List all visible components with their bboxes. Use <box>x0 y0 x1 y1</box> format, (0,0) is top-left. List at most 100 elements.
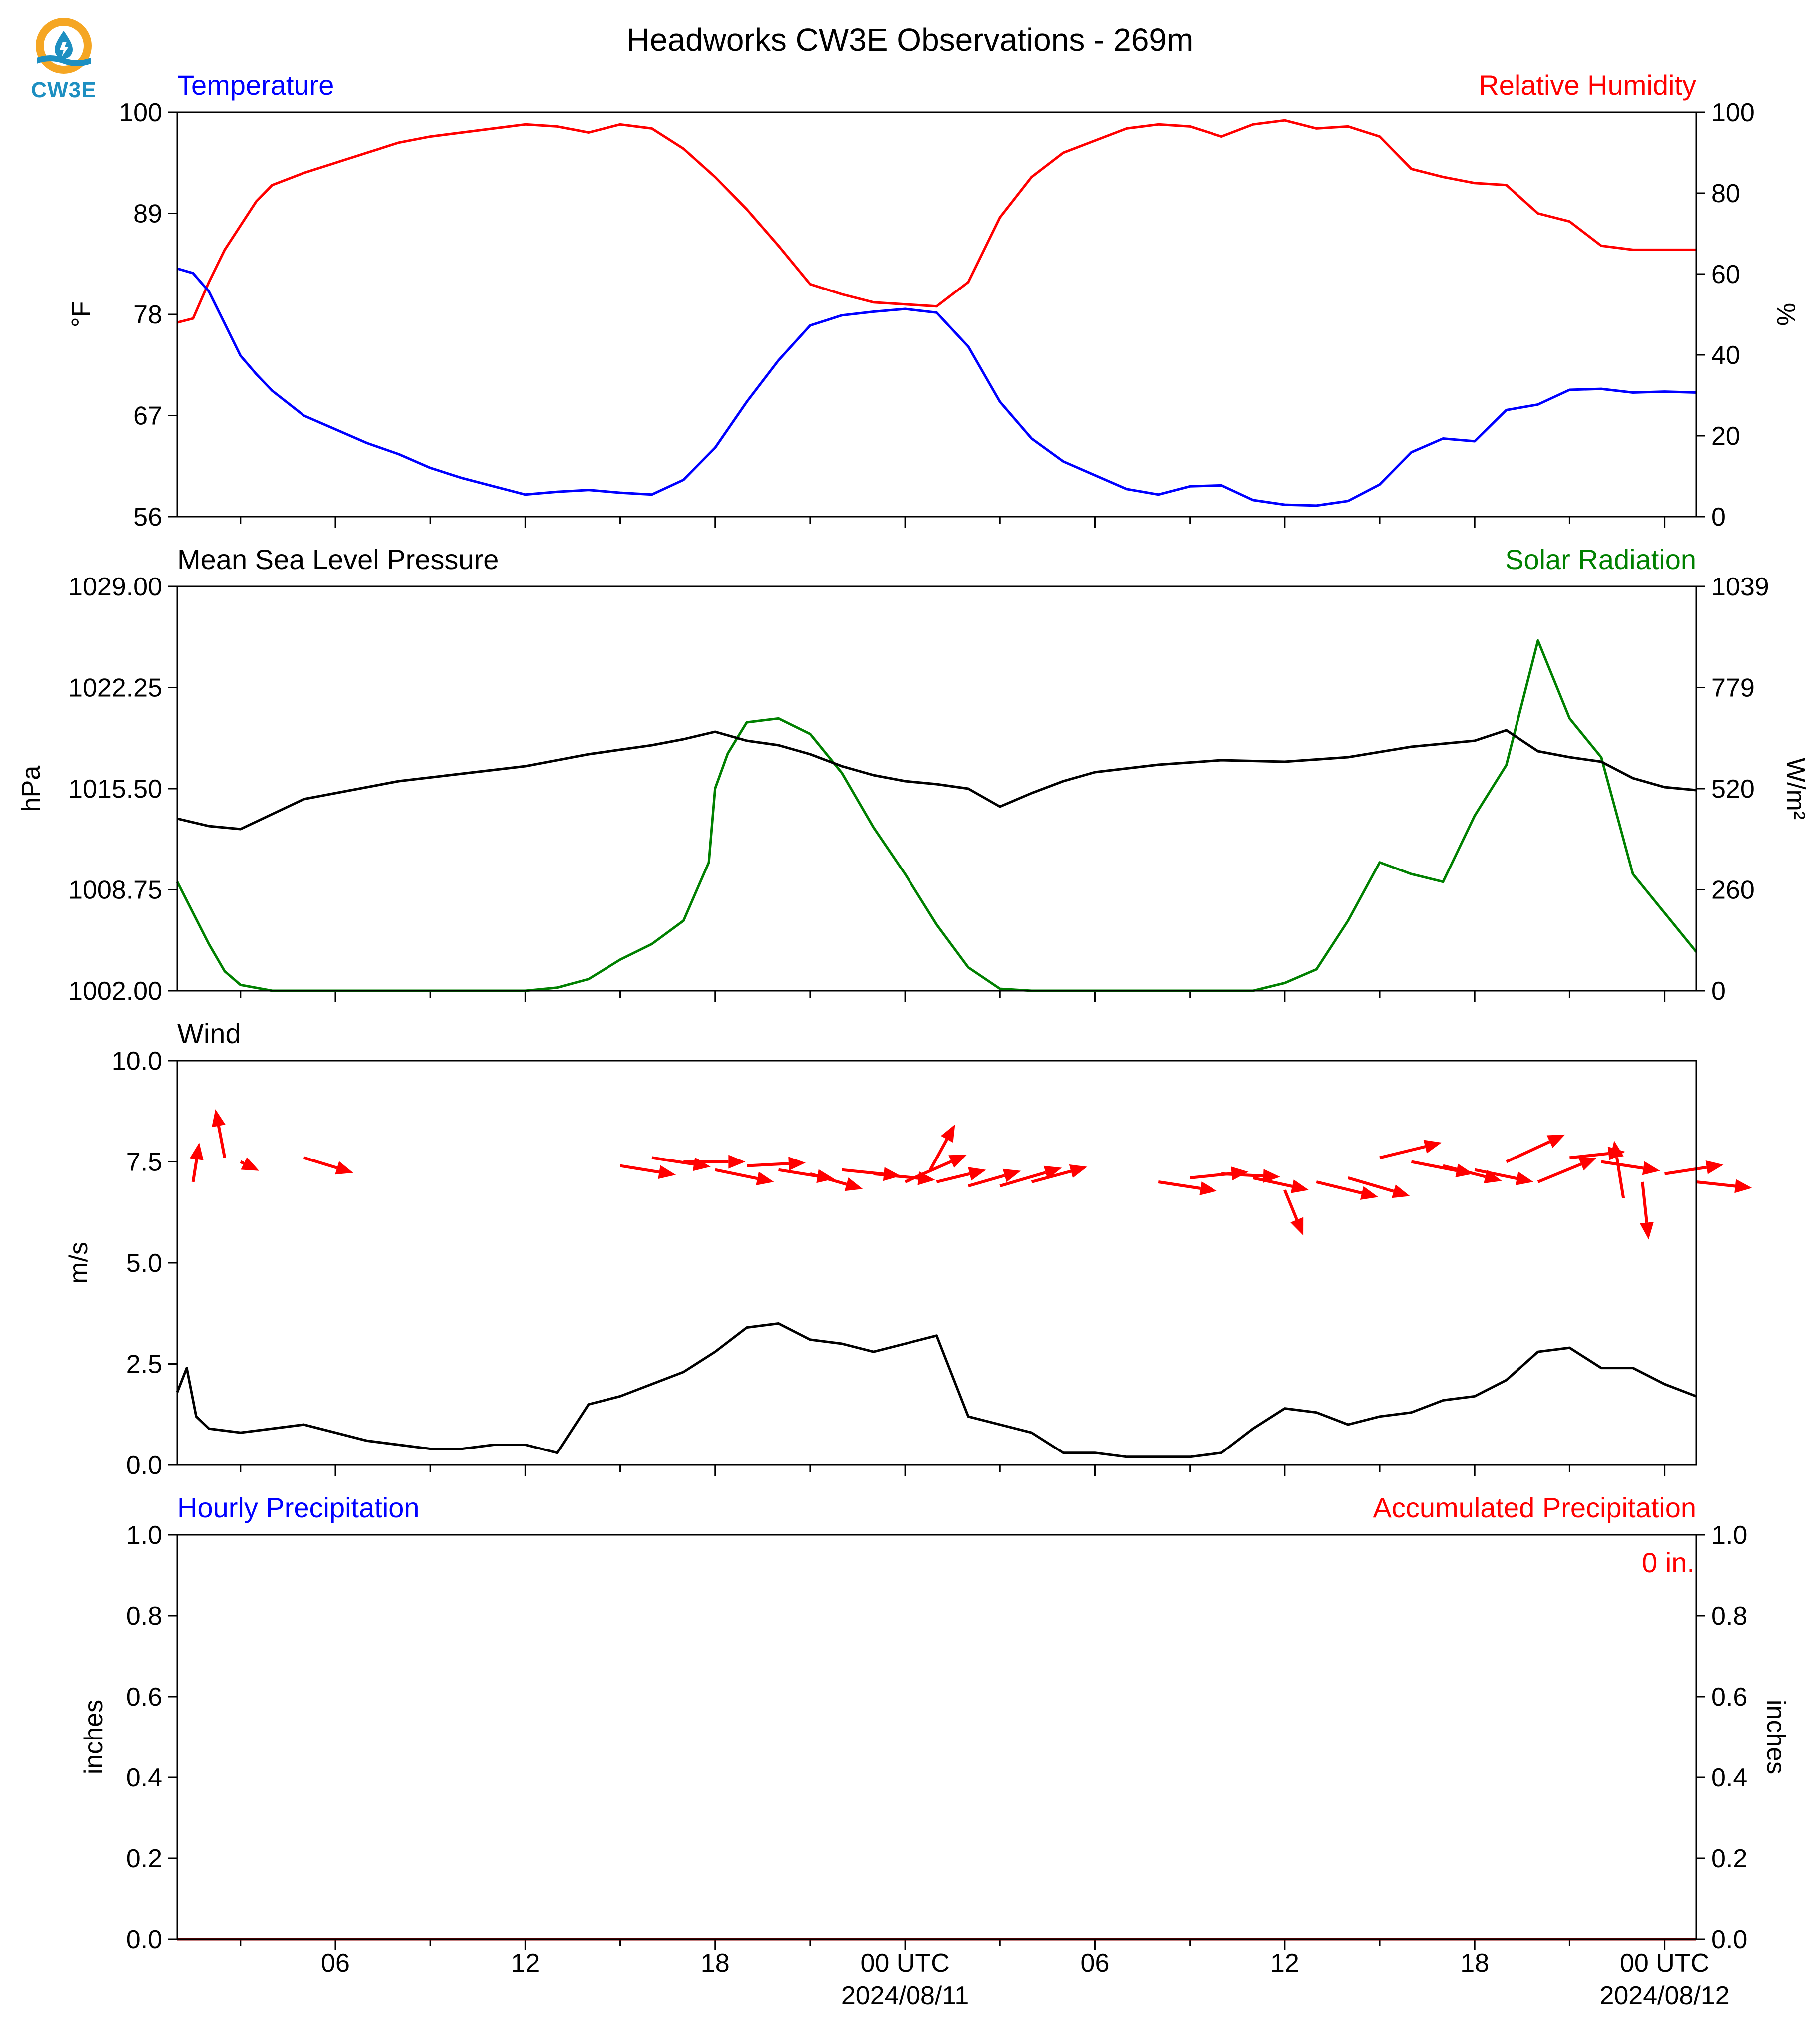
y-tick-label: 78 <box>133 300 162 329</box>
wind-arrow <box>620 1164 676 1179</box>
wind-arrow <box>1283 1189 1304 1236</box>
wind-arrow <box>189 1143 204 1182</box>
x-tick-label: 06 <box>321 1949 350 1978</box>
wind-arrow <box>1411 1160 1474 1178</box>
y-tick-label: 0.8 <box>1711 1602 1747 1631</box>
wind-arrow <box>929 1124 955 1171</box>
y-tick-label: 0.6 <box>1711 1683 1747 1712</box>
y-tick-label: 1029.00 <box>68 573 162 601</box>
wind-arrow <box>1474 1168 1534 1185</box>
precip-right-ticks: 0.0 0.2 0.4 0.6 0.8 1.0 <box>1696 1521 1747 1954</box>
y-tick-label: 0.0 <box>1711 1925 1747 1954</box>
y-tick-label: 0.0 <box>126 1925 162 1954</box>
y-tick-label: 67 <box>133 402 162 431</box>
y-tick-label: 56 <box>133 503 162 532</box>
precip-right-ylabel: inches <box>1761 1700 1790 1774</box>
relative-humidity-title: Relative Humidity <box>1479 69 1696 101</box>
temperature-axis-ticks: 56 67 78 89 100 <box>119 98 177 532</box>
y-tick-label: 0.8 <box>126 1602 162 1631</box>
y-tick-label: 60 <box>1711 260 1740 289</box>
x-date-label: 2024/08/12 <box>1599 1981 1729 2010</box>
y-tick-label: 89 <box>133 200 162 229</box>
y-tick-label: 520 <box>1711 775 1755 804</box>
pressure-line <box>177 729 1697 831</box>
wind-arrow <box>842 1167 901 1181</box>
temperature-rh-panel: Temperature Relative Humidity °F % 56 67 7… <box>67 69 1800 532</box>
x-tick-label: 12 <box>1270 1949 1299 1978</box>
wind-arrow <box>212 1109 227 1158</box>
wind-ylabel: m/s <box>64 1242 93 1284</box>
wind-arrow <box>715 1168 774 1185</box>
y-tick-label: 40 <box>1711 341 1740 370</box>
wind-arrow <box>1506 1134 1565 1163</box>
cw3e-water-drop-logo-icon <box>36 18 92 74</box>
wind-arrow <box>1610 1140 1625 1198</box>
temperature-title: Temperature <box>177 69 334 101</box>
solar-axis-ticks: 0 260 520 779 1039 <box>1696 573 1769 1006</box>
x-date-label: 2024/08/11 <box>841 1981 969 2010</box>
temperature-line <box>177 267 1697 507</box>
wind-arrow <box>1537 1158 1597 1183</box>
pressure-title: Mean Sea Level Pressure <box>177 544 499 575</box>
pressure-axis-ticks: 1002.00 1008.75 1015.50 1022.25 1029.00 <box>68 573 177 1006</box>
y-tick-label: 80 <box>1711 179 1740 208</box>
precipitation-panel: Hourly Precipitation Accumulated Precipi… <box>79 1492 1790 2010</box>
wind-arrow <box>683 1155 746 1169</box>
y-tick-label: 0 <box>1711 977 1726 1006</box>
wind-arrow <box>936 1167 986 1183</box>
solar-radiation-title: Solar Radiation <box>1505 544 1696 575</box>
wind-arrow <box>303 1156 353 1175</box>
precip-total-label: 0 in. <box>1642 1547 1695 1578</box>
y-tick-label: 1022.25 <box>68 674 162 703</box>
y-tick-label: 0.0 <box>126 1451 162 1480</box>
relative-humidity-line <box>177 119 1696 324</box>
wind-arrow <box>810 1172 863 1191</box>
y-tick-label: 1015.50 <box>68 775 162 804</box>
x-ticks-panel-4 <box>240 1939 1666 1950</box>
solar-radiation-line <box>176 639 1697 992</box>
wind-arrow <box>1316 1180 1379 1200</box>
y-tick-label: 0 <box>1711 503 1726 532</box>
wind-direction-arrows <box>189 1109 1752 1240</box>
wind-arrow <box>904 1155 967 1183</box>
x-ticks-panel-3 <box>240 1465 1666 1476</box>
y-tick-label: 10.0 <box>112 1047 162 1076</box>
y-tick-label: 260 <box>1711 876 1755 905</box>
precip-left-ylabel: inches <box>79 1700 108 1774</box>
x-tick-label: 00 UTC <box>1620 1949 1709 1978</box>
y-tick-label: 100 <box>119 98 162 127</box>
x-tick-label: 12 <box>511 1949 540 1978</box>
wind-arrow <box>746 1157 806 1171</box>
x-tick-label: 18 <box>1460 1949 1489 1978</box>
y-tick-label: 7.5 <box>126 1148 162 1177</box>
plot-frame-1 <box>176 111 1697 518</box>
solar-ylabel: W/m² <box>1781 758 1810 820</box>
x-tick-label: 18 <box>701 1949 730 1978</box>
wind-title: Wind <box>177 1018 241 1049</box>
y-tick-label: 1039 <box>1711 573 1769 601</box>
wind-arrow <box>240 1157 259 1171</box>
y-tick-label: 0.2 <box>1711 1844 1747 1873</box>
chart-title: Headworks CW3E Observations - 269m <box>627 22 1194 58</box>
y-tick-label: 1008.75 <box>68 876 162 905</box>
y-tick-label: 20 <box>1711 422 1740 451</box>
plot-frame-2 <box>176 585 1697 992</box>
y-tick-label: 0.6 <box>126 1683 162 1712</box>
x-ticks-panel-2 <box>240 991 1666 1002</box>
y-tick-label: 1002.00 <box>68 977 162 1006</box>
rh-axis-ticks: 0 20 40 60 80 100 <box>1696 98 1755 532</box>
accumulated-precip-title: Accumulated Precipitation <box>1373 1492 1696 1523</box>
wind-arrow <box>1696 1179 1752 1193</box>
y-tick-label: 100 <box>1711 98 1755 127</box>
wind-arrow <box>1601 1160 1660 1175</box>
rh-ylabel: % <box>1771 303 1800 326</box>
y-tick-label: 779 <box>1711 674 1755 703</box>
precip-left-ticks: 0.0 0.2 0.4 0.6 0.8 1.0 <box>126 1521 177 1954</box>
temperature-ylabel: °F <box>67 301 96 328</box>
y-tick-label: 1.0 <box>1711 1521 1747 1550</box>
pressure-ylabel: hPa <box>17 766 46 812</box>
y-tick-label: 0.2 <box>126 1844 162 1873</box>
wind-arrow <box>1158 1180 1217 1195</box>
wind-arrow <box>1664 1160 1724 1175</box>
pressure-solar-panel: Mean Sea Level Pressure Solar Radiation … <box>17 544 1810 1006</box>
